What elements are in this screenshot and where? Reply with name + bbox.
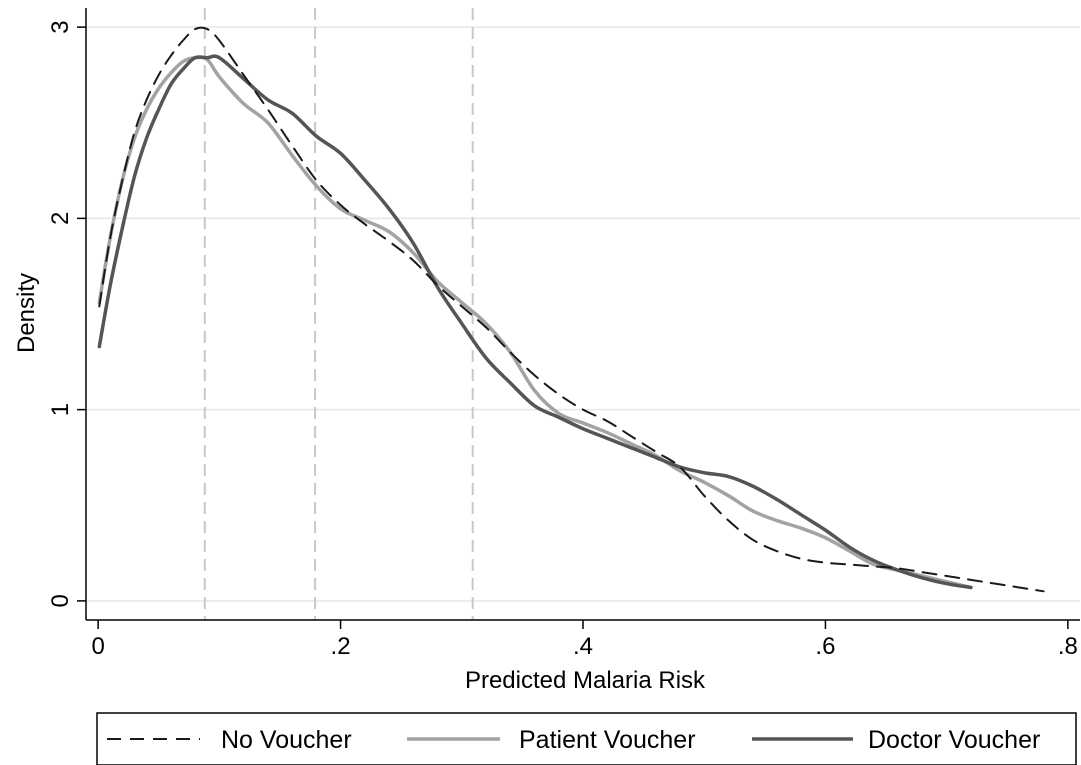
y-tick-label: 0: [47, 594, 74, 607]
y-tick-label: 1: [47, 403, 74, 416]
x-axis-title: Predicted Malaria Risk: [465, 667, 706, 694]
x-tick-label: .6: [815, 633, 835, 660]
reference-lines: [203, 8, 474, 620]
legend-items: No Voucher Patient Voucher Doctor Voucher: [107, 726, 1040, 754]
x-tick-label: .4: [573, 633, 593, 660]
tick-labels: 0 .2 .4 .6 .8 0 1 2 3: [47, 20, 1078, 660]
y-tick-label: 3: [47, 20, 74, 33]
y-tick-label: 2: [47, 212, 74, 225]
axes: [77, 8, 1080, 629]
legend-label-doctor-voucher: Doctor Voucher: [868, 726, 1040, 754]
legend-label-patient-voucher: Patient Voucher: [519, 726, 696, 754]
x-tick-label: .2: [331, 633, 351, 660]
legend: No Voucher Patient Voucher Doctor Voucher: [96, 712, 1077, 765]
series-lines: [97, 26, 1045, 593]
x-tick-label: 0: [91, 633, 104, 660]
series-line-doctor-voucher: [97, 54, 973, 590]
y-axis-title: Density: [13, 273, 40, 353]
legend-box: [96, 712, 1077, 765]
x-tick-label: .8: [1058, 633, 1078, 660]
legend-label-no-voucher: No Voucher: [221, 726, 352, 754]
series-line-no-voucher: [98, 26, 1045, 593]
grid-lines: [86, 26, 1080, 602]
series-line-patient-voucher: [97, 55, 973, 590]
